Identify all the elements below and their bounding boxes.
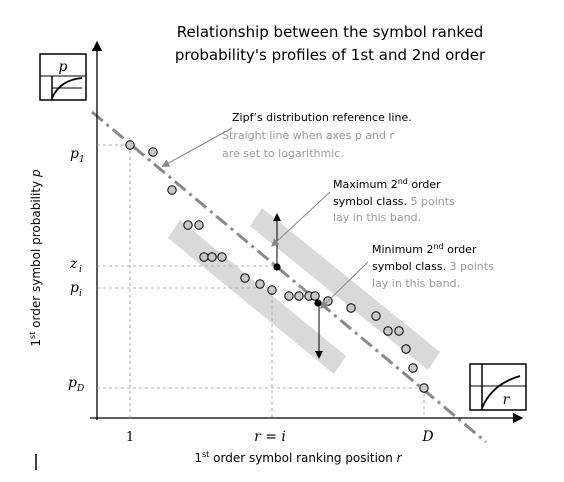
x-tick-ri: r = i — [254, 429, 286, 445]
maximum-class-band — [250, 208, 440, 370]
highlight-point — [314, 299, 322, 307]
data-point — [125, 140, 135, 150]
svg-text:1: 1 — [79, 155, 85, 165]
maximum-class-annotation: Maximum 2nd order symbol class. 5 points… — [271, 177, 455, 247]
data-point — [310, 291, 320, 301]
title-line-1: Relationship between the symbol ranked — [177, 23, 484, 41]
data-point — [207, 252, 217, 262]
zipf-reference-line — [91, 110, 487, 444]
data-point — [346, 303, 356, 313]
data-point — [255, 279, 265, 289]
data-point — [167, 185, 177, 195]
data-points — [125, 140, 429, 393]
data-point — [267, 285, 277, 295]
minimum-class-annotation: Minimum 2nd order symbol class. 3 points… — [320, 242, 494, 309]
data-point — [183, 220, 193, 230]
zipf-annotation: Zipf’s distribution reference line. Stra… — [161, 111, 412, 167]
svg-text:D: D — [76, 384, 84, 394]
svg-text:lay in this band.: lay in this band. — [372, 277, 460, 290]
svg-text:Minimum 2nd order: Minimum 2nd order — [372, 242, 477, 256]
data-point — [284, 291, 294, 301]
x-tick-1: 1 — [126, 430, 134, 445]
svg-text:p: p — [70, 146, 79, 162]
svg-text:symbol class. 5 points: symbol class. 5 points — [333, 195, 455, 208]
data-point — [194, 220, 204, 230]
svg-text:symbol class. 3 points: symbol class. 3 points — [372, 260, 494, 273]
data-point — [401, 344, 411, 354]
y-tick-zi: z i — [69, 256, 82, 275]
svg-text:Zipf’s distribution reference: Zipf’s distribution reference line. — [232, 111, 412, 124]
y-tick-pi: p i — [70, 280, 82, 299]
svg-text:z: z — [69, 256, 78, 272]
data-point — [217, 252, 227, 262]
svg-text:Maximum 2nd order: Maximum 2nd order — [333, 177, 441, 191]
svg-text:lay in this band.: lay in this band. — [333, 211, 421, 224]
y-axis-label: 1st order symbol probability p — [28, 169, 43, 347]
y-tick-p1: p 1 — [70, 146, 85, 165]
data-point — [394, 326, 404, 336]
data-point — [240, 273, 250, 283]
data-point — [383, 326, 393, 336]
data-point — [199, 252, 209, 262]
y-tick-pd: p D — [68, 375, 84, 394]
svg-text:p: p — [70, 280, 79, 296]
svg-text:p: p — [59, 59, 68, 75]
x-axis-label: 1st order symbol ranking position r — [194, 450, 402, 465]
svg-text:i: i — [79, 265, 82, 275]
svg-text:i: i — [79, 289, 82, 299]
title-line-2: probability's profiles of 1st and 2nd or… — [175, 46, 486, 64]
svg-text:are set to logarithmic.: are set to logarithmic. — [222, 147, 344, 160]
probability-curve-icon: p — [39, 53, 87, 101]
rank-curve-icon: r — [469, 363, 527, 411]
data-point — [371, 311, 381, 321]
x-tick-d: D — [421, 429, 433, 445]
data-point — [408, 363, 418, 373]
svg-text:Straight line when axes p and: Straight line when axes p and r — [222, 129, 395, 142]
svg-text:r: r — [503, 392, 511, 408]
data-point — [419, 383, 429, 393]
svg-text:p: p — [68, 375, 77, 391]
data-point — [294, 291, 304, 301]
data-point — [148, 147, 158, 157]
